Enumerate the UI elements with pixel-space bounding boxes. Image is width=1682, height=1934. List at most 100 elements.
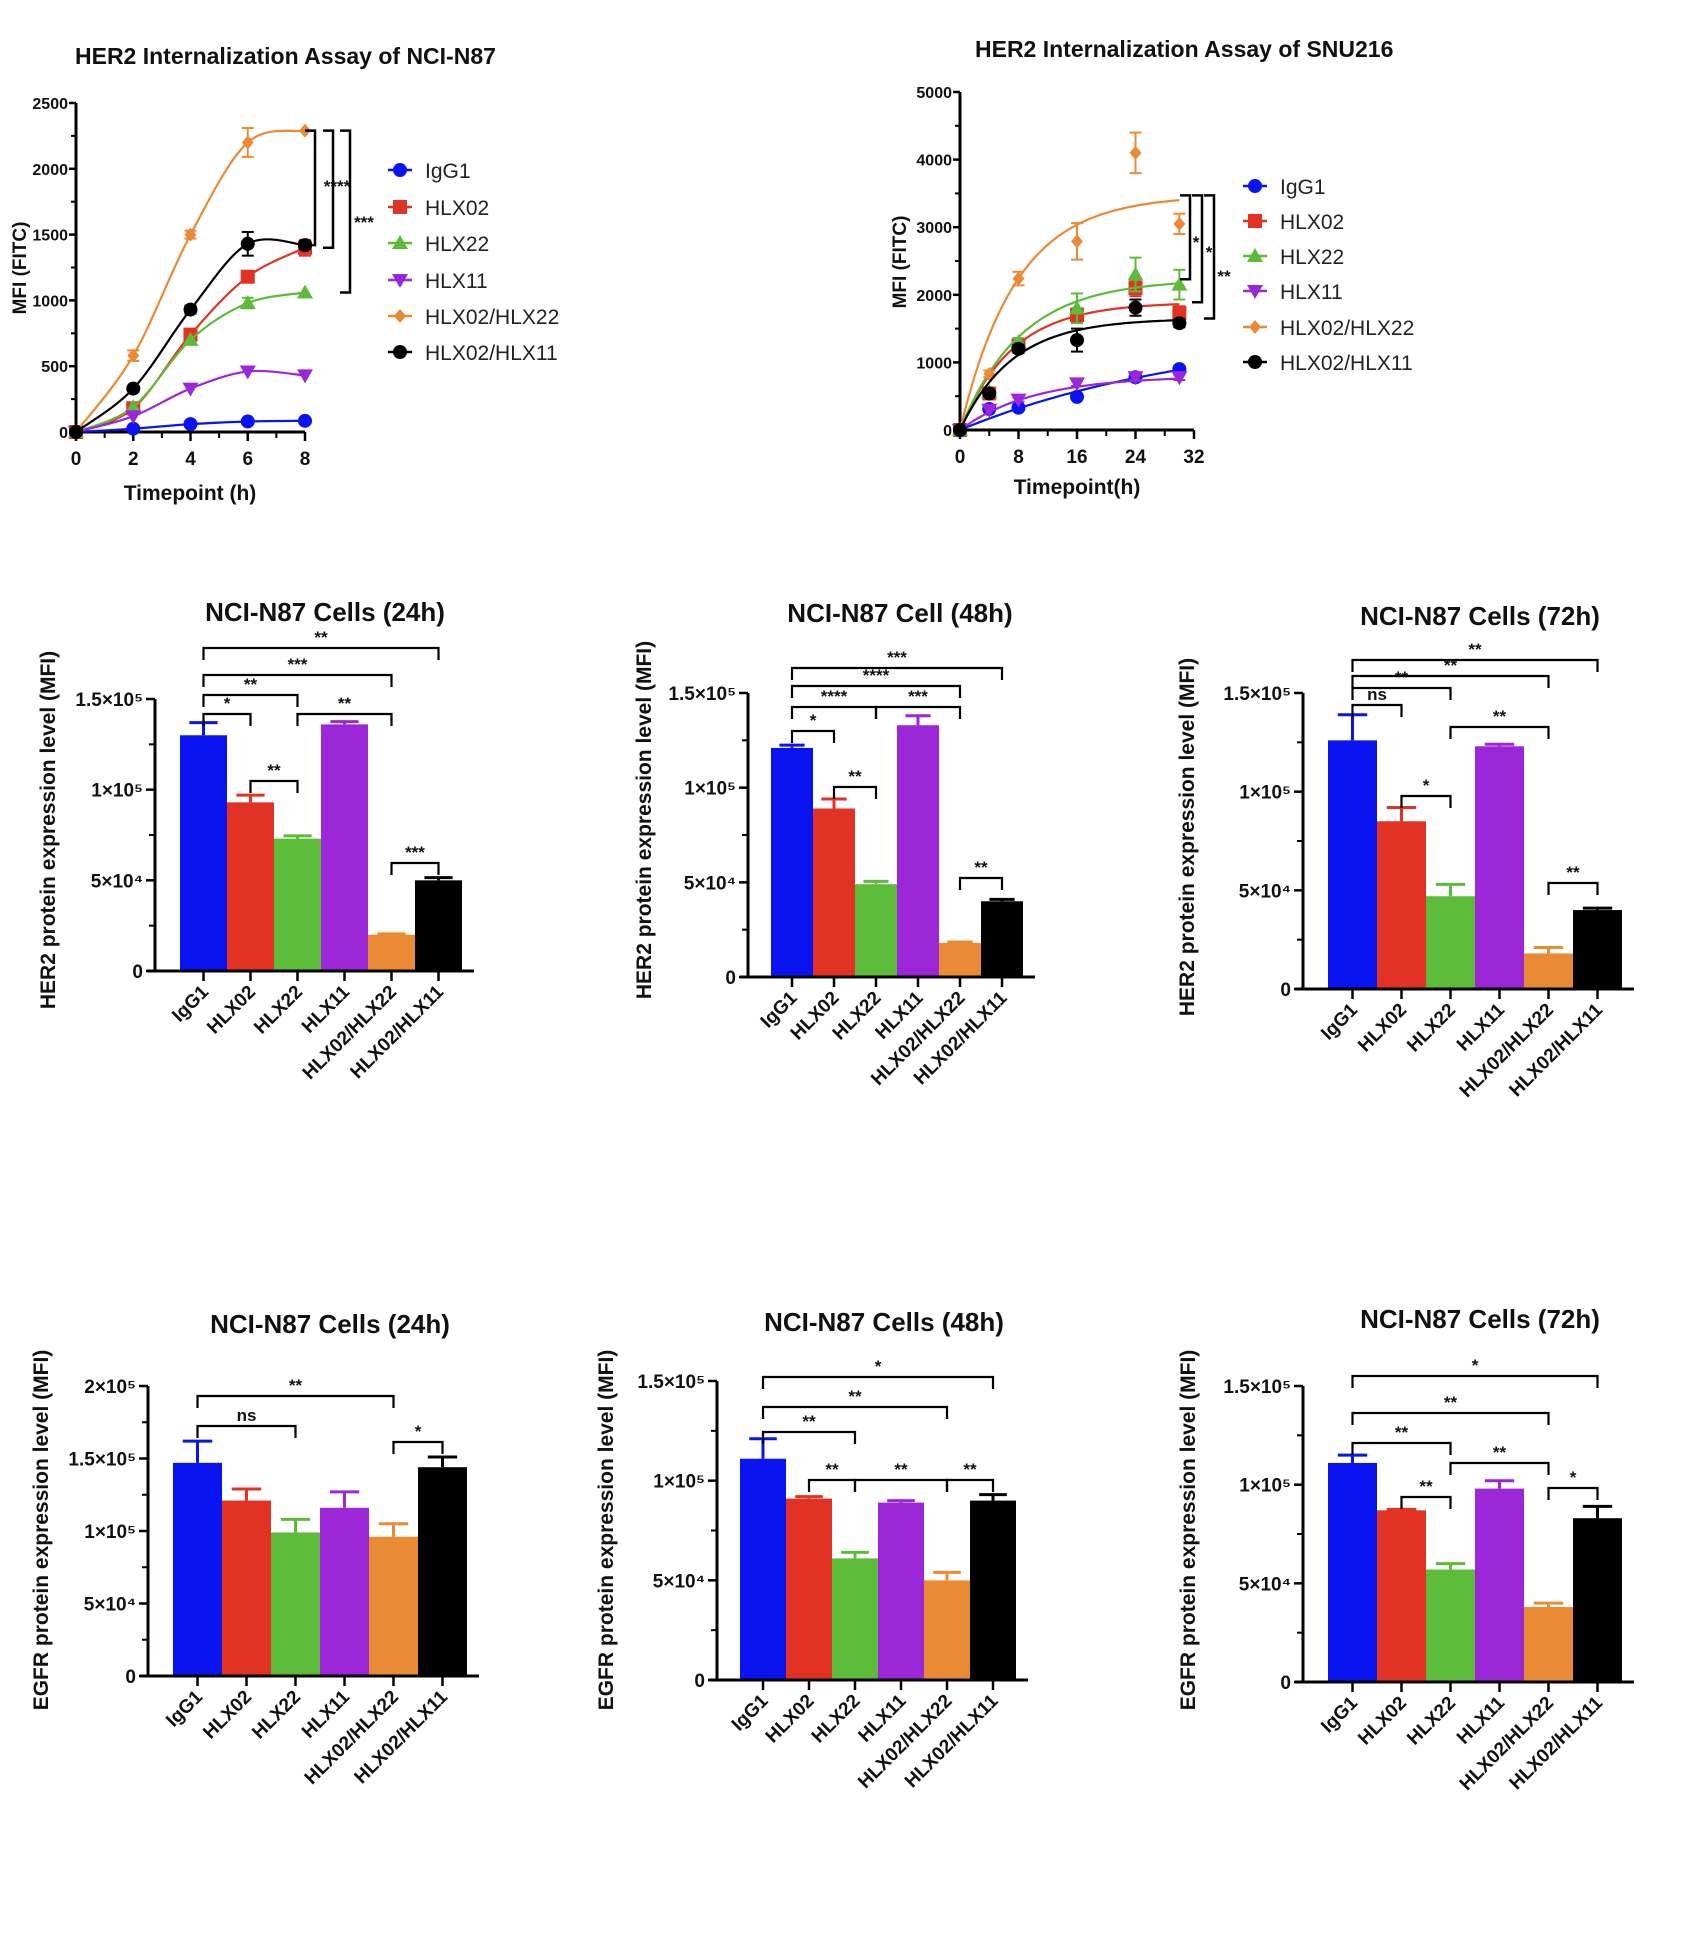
significance-bracket [323,129,335,250]
legend-marker [1247,248,1263,262]
significance-label: *** [354,213,374,232]
significance-bracket [1400,794,1452,808]
significance-bracket [1400,1495,1452,1509]
bar-hlx22 [855,884,897,977]
data-point [1010,393,1027,408]
y-tick-label: 5×10⁴ [84,1595,136,1616]
chart-title: NCI-N87 Cells (24h) [210,1309,450,1339]
data-point [182,331,199,346]
data-point [981,403,998,418]
significance-bracket [1351,674,1550,688]
significance-label: **** [821,687,848,706]
y-tick-label: 1×10⁵ [1239,1476,1291,1497]
bar-hlx02-hlx22 [369,1536,418,1676]
legend-marker [1248,179,1262,193]
data-point [1069,377,1085,392]
legend-label: HLX02/HLX22 [425,306,559,329]
significance-bracket [1449,1461,1550,1475]
significance-bracket [202,693,299,707]
significance-bracket [1351,1411,1550,1425]
significance-bracket [1192,194,1204,304]
legend-marker [1247,285,1263,299]
y-tick-label: 0 [132,962,143,983]
y-axis-label: HER2 protein expression level (MFI) [633,641,656,999]
y-tick-label: 5×10⁴ [653,1571,705,1592]
significance-bracket [853,1478,949,1492]
significance-label: ** [1395,668,1409,687]
significance-label: ** [802,1412,816,1431]
chart-title: NCI-N87 Cells (72h) [1360,1304,1600,1334]
significance-bracket [202,712,252,726]
y-tick-label: 2500 [32,96,68,113]
data-point [1011,400,1026,415]
data-point [1129,145,1142,160]
bar-hlx22 [274,838,321,971]
significance-bracket [202,673,393,687]
x-tick-label: HLX02 [1354,1693,1411,1750]
significance-bracket [790,705,878,719]
bar-igg1 [740,1458,786,1680]
data-point [183,302,198,317]
significance-bracket [1351,658,1599,672]
significance-bracket [807,1478,857,1492]
data-point [239,295,256,310]
bar-hlx02 [1377,821,1426,989]
significance-label: * [810,711,817,730]
x-axis-label: Timepoint(h) [1014,476,1141,499]
significance-label: ** [848,767,862,786]
y-tick-label: 0 [125,1667,136,1688]
y-tick-label: 4000 [916,153,952,170]
significance-bracket [296,712,393,726]
legend-marker [1248,214,1262,228]
bar-hlx02-hlx22 [1524,1607,1573,1682]
y-tick-label: 1×10⁵ [684,779,736,800]
bar-hlx11 [878,1502,924,1680]
y-tick-label: 1500 [32,228,68,245]
y-tick-label: 2×10⁵ [84,1377,136,1398]
y-tick-label: 0 [943,423,952,440]
significance-label: ** [1566,863,1580,882]
y-axis-label: EGFR protein expression level (MFI) [595,1350,618,1711]
bar-hlx02 [786,1498,832,1680]
fit-curve [959,319,1180,431]
legend-label: IgG1 [425,160,471,183]
data-point [1012,271,1025,286]
significance-label: ns [237,1406,257,1425]
data-point [125,410,142,425]
data-point [1172,306,1187,321]
bar-hlx02-hlx11 [1573,1518,1622,1682]
significance-label: * [415,1422,422,1441]
legend-label: HLX22 [425,233,489,256]
legend-marker [392,274,408,288]
x-tick-label: HLX02 [203,982,260,1039]
significance-bracket [1547,881,1599,895]
significance-label: ** [338,694,352,713]
y-tick-label: 0 [725,968,736,989]
x-tick-label: 0 [71,449,82,470]
data-point [1127,266,1144,281]
legend-marker [393,163,407,177]
significance-bracket [196,1424,297,1438]
y-tick-label: 1.5×10⁵ [668,684,736,705]
significance-bracket [1351,1441,1452,1455]
series-hlx11 [952,371,1188,438]
significance-bracket [1351,703,1403,717]
y-tick-label: 1×10⁵ [653,1472,705,1493]
significance-label: ** [289,1376,303,1395]
x-axis-label: Timepoint (h) [124,482,257,505]
data-point [241,135,254,150]
significance-label: * [224,694,231,713]
significance-label: ** [1493,1443,1507,1462]
data-point [1171,276,1188,291]
bar-hlx02-hlx11 [1573,910,1622,989]
y-tick-label: 5×10⁴ [1239,881,1291,902]
significance-label: ** [314,628,328,647]
fit-curve [958,282,1180,431]
y-tick-label: 1×10⁵ [91,781,143,802]
significance-label: *** [288,655,308,674]
significance-label: **** [863,666,890,685]
significance-label: ** [1468,640,1482,659]
y-tick-label: 1000 [32,293,68,310]
y-tick-label: 500 [41,359,68,376]
